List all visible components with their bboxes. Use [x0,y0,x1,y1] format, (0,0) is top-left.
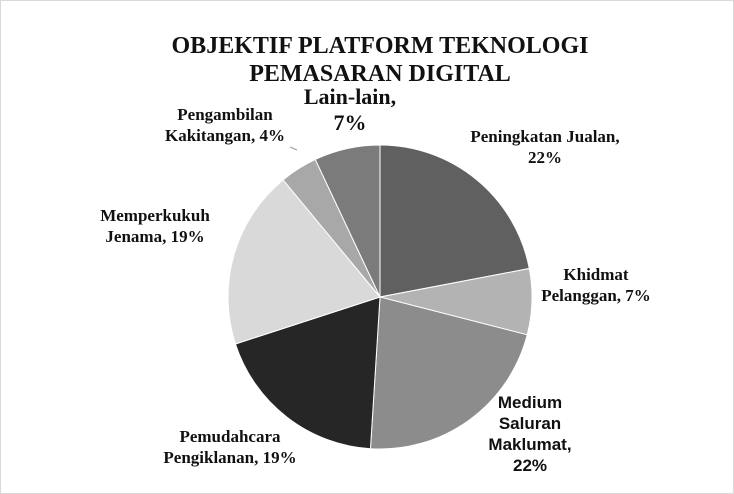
title-box: OBJEKTIF PLATFORM TEKNOLOGI PEMASARAN DI… [171,33,589,87]
data-label: Pengambilan Kakitangan, 4% [165,105,285,145]
label-box: Pengambilan Kakitangan, 4% [165,105,285,145]
pie-slice [227,179,381,345]
pie-slice [314,144,381,298]
label-box: Peningkatan Jualan, 22% [470,127,620,167]
chart-title: OBJEKTIF PLATFORM TEKNOLOGI PEMASARAN DI… [171,33,589,87]
pie-slice [379,144,530,298]
data-label: Peningkatan Jualan, 22% [470,127,620,167]
leader-line [289,146,298,151]
pie-slice [369,296,528,450]
pie-slice [234,296,381,450]
label-box: Medium Saluran Maklumat, 22% [488,393,572,475]
label-box: Lain-lain, 7% [303,84,397,135]
data-label: Memperkukuh Jenama, 19% [100,206,210,246]
data-label: Khidmat Pelanggan, 7% [541,265,651,305]
label-box: Khidmat Pelanggan, 7% [541,265,651,305]
data-label: Lain-lain, 7% [303,84,397,135]
label-box: Memperkukuh Jenama, 19% [100,206,210,246]
data-label: Medium Saluran Maklumat, 22% [488,393,572,475]
data-label: Pemudahcara Pengiklanan, 19% [163,427,297,467]
label-box: Pemudahcara Pengiklanan, 19% [163,427,297,467]
